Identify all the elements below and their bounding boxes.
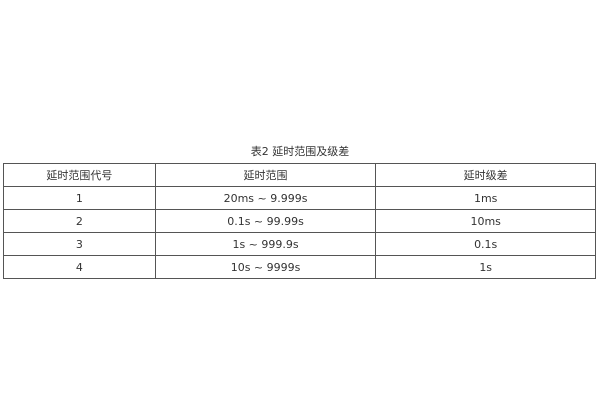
table-row: 3 1s ~ 999.9s 0.1s [3, 232, 596, 256]
table-cell: 1 [3, 186, 156, 210]
table-row: 2 0.1s ~ 99.99s 10ms [3, 209, 596, 233]
table-cell: 0.1s [375, 232, 596, 256]
table-cell: 4 [3, 255, 156, 279]
table-row: 1 20ms ~ 9.999s 1ms [3, 186, 596, 210]
table-cell: 2 [3, 209, 156, 233]
table-header-row: 延时范围代号 延时范围 延时级差 [3, 163, 596, 187]
table-row: 4 10s ~ 9999s 1s [3, 255, 596, 279]
table-cell: 10s ~ 9999s [154, 255, 377, 279]
table-caption: 表2 延时范围及级差 [250, 145, 350, 158]
delay-range-table: 延时范围代号 延时范围 延时级差 1 20ms ~ 9.999s 1ms 2 0… [3, 163, 596, 279]
table-cell: 0.1s ~ 99.99s [154, 209, 377, 233]
header-cell: 延时级差 [375, 163, 596, 187]
table-cell: 10ms [375, 209, 596, 233]
table-cell: 1s [375, 255, 596, 279]
table-cell: 1ms [375, 186, 596, 210]
table-cell: 20ms ~ 9.999s [154, 186, 377, 210]
header-cell: 延时范围代号 [3, 163, 156, 187]
header-cell: 延时范围 [154, 163, 377, 187]
table-cell: 1s ~ 999.9s [154, 232, 377, 256]
table-cell: 3 [3, 232, 156, 256]
